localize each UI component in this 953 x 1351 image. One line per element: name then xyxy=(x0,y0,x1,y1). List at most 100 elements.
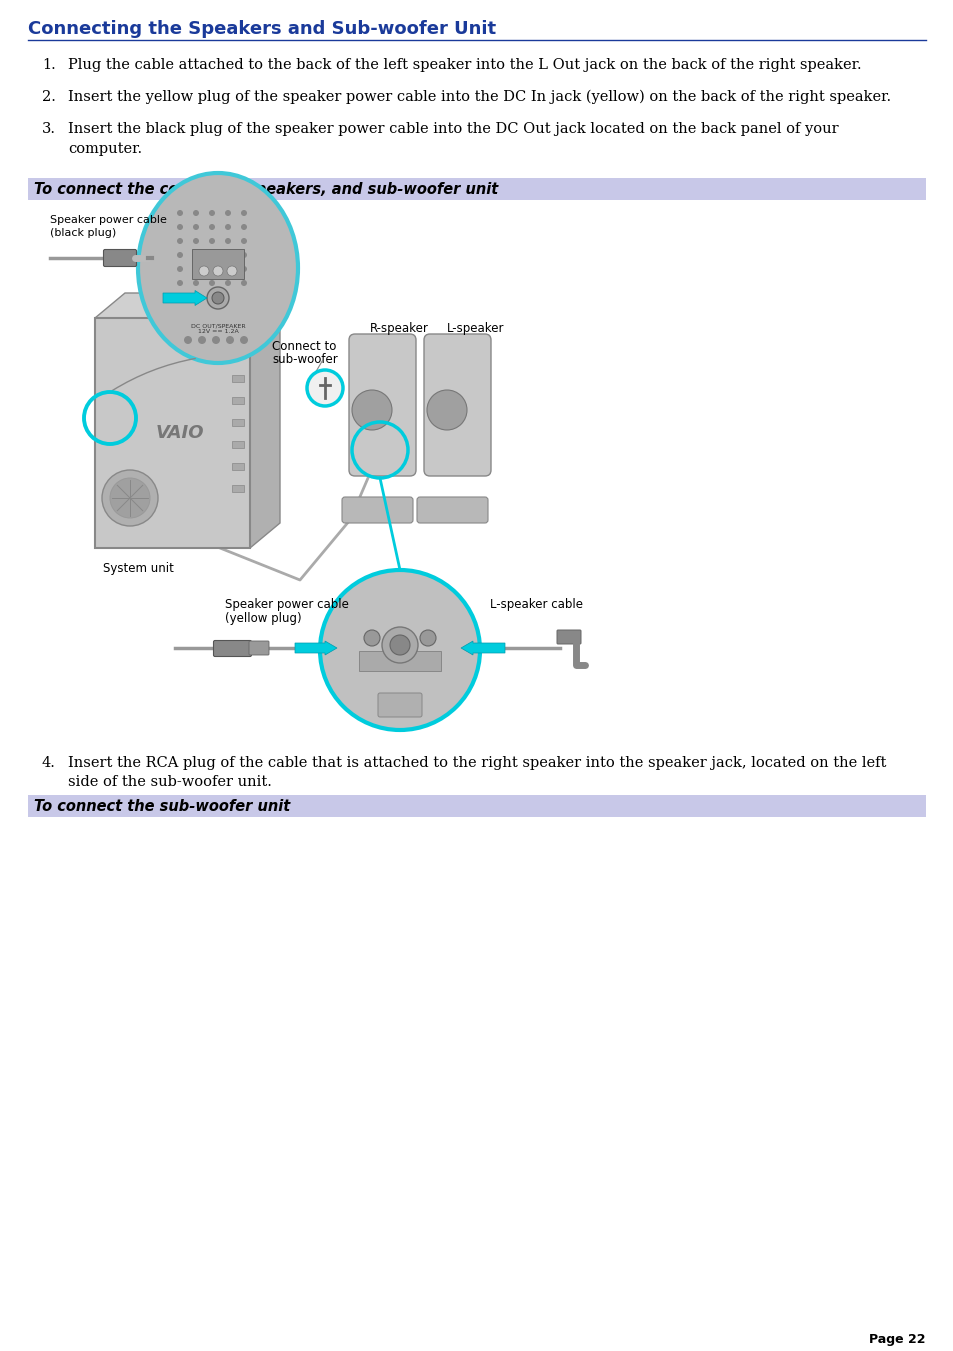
Text: Insert the RCA plug of the cable that is attached to the right speaker into the : Insert the RCA plug of the cable that is… xyxy=(68,757,885,789)
Circle shape xyxy=(241,280,247,286)
Circle shape xyxy=(241,266,247,272)
FancyBboxPatch shape xyxy=(416,497,488,523)
Circle shape xyxy=(227,266,236,276)
Text: Plug the cable attached to the back of the left speaker into the L Out jack on t: Plug the cable attached to the back of t… xyxy=(68,58,861,72)
FancyArrow shape xyxy=(294,640,336,655)
Circle shape xyxy=(177,266,183,272)
Ellipse shape xyxy=(319,570,479,730)
FancyBboxPatch shape xyxy=(232,463,244,470)
Circle shape xyxy=(209,238,214,245)
Circle shape xyxy=(177,280,183,286)
Circle shape xyxy=(212,336,220,345)
Circle shape xyxy=(364,630,379,646)
Text: L-speaker cable: L-speaker cable xyxy=(490,598,582,611)
Circle shape xyxy=(209,209,214,216)
Polygon shape xyxy=(95,293,280,317)
Text: sub-woofer: sub-woofer xyxy=(272,353,337,366)
Polygon shape xyxy=(250,293,280,549)
FancyBboxPatch shape xyxy=(192,249,244,280)
Circle shape xyxy=(225,224,231,230)
Circle shape xyxy=(209,280,214,286)
Text: VAIO: VAIO xyxy=(156,424,204,442)
FancyBboxPatch shape xyxy=(28,178,925,200)
Circle shape xyxy=(225,266,231,272)
Text: Speaker power cable: Speaker power cable xyxy=(225,598,349,611)
Circle shape xyxy=(110,478,150,517)
FancyBboxPatch shape xyxy=(232,376,244,382)
Circle shape xyxy=(307,370,343,407)
Circle shape xyxy=(241,238,247,245)
Circle shape xyxy=(193,209,199,216)
Circle shape xyxy=(240,336,248,345)
Circle shape xyxy=(193,238,199,245)
Circle shape xyxy=(193,224,199,230)
Circle shape xyxy=(209,253,214,258)
FancyBboxPatch shape xyxy=(349,334,416,476)
FancyBboxPatch shape xyxy=(249,640,269,655)
Circle shape xyxy=(177,224,183,230)
Text: Insert the black plug of the speaker power cable into the DC Out jack located on: Insert the black plug of the speaker pow… xyxy=(68,122,838,155)
Text: 4.: 4. xyxy=(42,757,56,770)
Circle shape xyxy=(390,635,410,655)
Circle shape xyxy=(207,286,229,309)
Text: To connect the computer, speakers, and sub-woofer unit: To connect the computer, speakers, and s… xyxy=(34,182,497,197)
Text: (black plug): (black plug) xyxy=(50,228,116,238)
Circle shape xyxy=(184,336,192,345)
FancyBboxPatch shape xyxy=(341,497,413,523)
Text: DC OUT/SPEAKER
12V == 1.2A: DC OUT/SPEAKER 12V == 1.2A xyxy=(191,323,245,334)
Circle shape xyxy=(198,336,206,345)
Text: 1.: 1. xyxy=(42,58,55,72)
Circle shape xyxy=(226,336,233,345)
Circle shape xyxy=(225,253,231,258)
Circle shape xyxy=(241,224,247,230)
Circle shape xyxy=(177,253,183,258)
Circle shape xyxy=(209,266,214,272)
Circle shape xyxy=(241,209,247,216)
Circle shape xyxy=(352,390,392,430)
Circle shape xyxy=(427,390,467,430)
Text: R-speaker: R-speaker xyxy=(370,322,429,335)
Circle shape xyxy=(209,224,214,230)
Circle shape xyxy=(381,627,417,663)
Text: To connect the sub-woofer unit: To connect the sub-woofer unit xyxy=(34,798,290,815)
FancyBboxPatch shape xyxy=(232,485,244,492)
Circle shape xyxy=(102,470,158,526)
FancyBboxPatch shape xyxy=(557,630,580,644)
FancyBboxPatch shape xyxy=(103,250,136,266)
Circle shape xyxy=(193,266,199,272)
FancyBboxPatch shape xyxy=(232,440,244,449)
Circle shape xyxy=(193,253,199,258)
FancyBboxPatch shape xyxy=(358,651,440,671)
Circle shape xyxy=(225,238,231,245)
FancyBboxPatch shape xyxy=(95,317,250,549)
Text: Page 22: Page 22 xyxy=(868,1333,925,1346)
Text: Connect to: Connect to xyxy=(272,340,336,353)
FancyBboxPatch shape xyxy=(28,794,925,817)
Circle shape xyxy=(212,292,224,304)
Text: Speaker power cable: Speaker power cable xyxy=(50,215,167,226)
FancyBboxPatch shape xyxy=(213,640,252,657)
Circle shape xyxy=(241,253,247,258)
Text: 2.: 2. xyxy=(42,91,56,104)
FancyBboxPatch shape xyxy=(377,693,421,717)
Text: System unit: System unit xyxy=(103,562,173,576)
Circle shape xyxy=(193,280,199,286)
Text: Insert the yellow plug of the speaker power cable into the DC In jack (yellow) o: Insert the yellow plug of the speaker po… xyxy=(68,91,890,104)
Circle shape xyxy=(213,266,223,276)
Circle shape xyxy=(199,266,209,276)
FancyArrow shape xyxy=(163,290,207,305)
Circle shape xyxy=(225,280,231,286)
FancyBboxPatch shape xyxy=(232,397,244,404)
Ellipse shape xyxy=(138,173,297,363)
Circle shape xyxy=(419,630,436,646)
Circle shape xyxy=(177,209,183,216)
Circle shape xyxy=(177,238,183,245)
Text: (yellow plug): (yellow plug) xyxy=(225,612,301,626)
Text: 3.: 3. xyxy=(42,122,56,136)
FancyBboxPatch shape xyxy=(423,334,491,476)
Text: Connecting the Speakers and Sub-woofer Unit: Connecting the Speakers and Sub-woofer U… xyxy=(28,20,496,38)
FancyArrow shape xyxy=(460,640,504,655)
Circle shape xyxy=(225,209,231,216)
FancyBboxPatch shape xyxy=(232,419,244,426)
Text: L-speaker: L-speaker xyxy=(447,322,504,335)
